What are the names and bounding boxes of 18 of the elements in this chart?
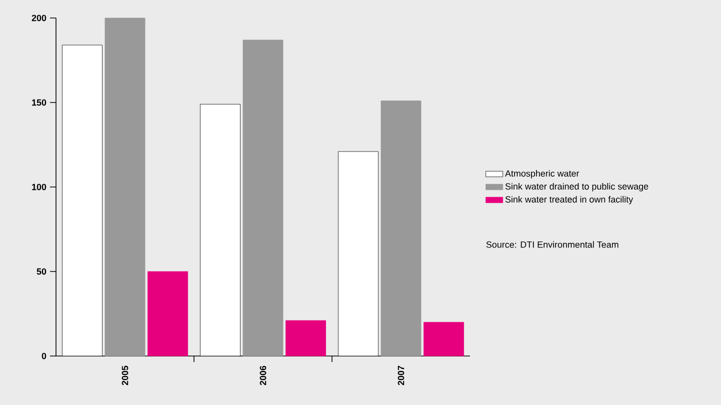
bar [380,100,422,356]
y-tick-label: 50 [36,268,46,275]
bar [424,322,464,356]
y-tick-label: 200 [32,14,46,22]
legend-label: Atmospheric water [505,170,580,178]
bar [286,320,326,356]
x-tick-label: 2005 [122,366,128,386]
x-tick-label: 2006 [260,366,266,386]
bar [242,40,284,356]
bar [104,18,146,356]
source-note: Source: DTI Environmental Team [486,241,618,248]
legend-label: Sink water drained to public sewage [505,183,648,192]
bar [148,271,188,356]
y-tick-label: 100 [32,184,46,190]
x-tick-label: 2007 [398,366,404,386]
y-tick-label: 150 [32,99,46,106]
legend-label: Sink water treated in own facility [505,196,634,204]
y-tick-label: 0 [42,352,46,360]
